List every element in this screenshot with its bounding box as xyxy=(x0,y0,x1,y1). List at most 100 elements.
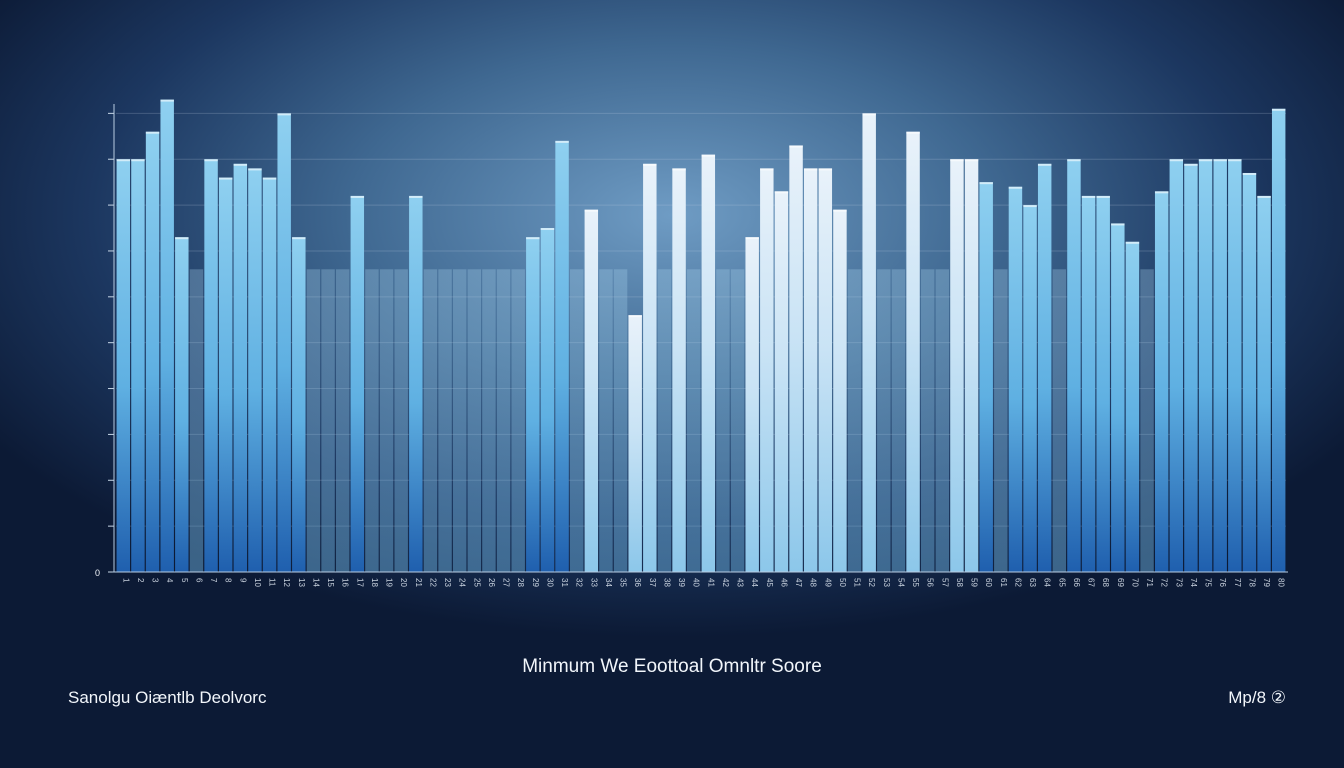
x-tick-label: 61 xyxy=(999,578,1008,587)
bar xyxy=(262,177,277,573)
grid-lines xyxy=(116,112,1286,573)
x-tick-label: 17 xyxy=(355,578,364,587)
bar xyxy=(628,315,642,572)
bar-empty xyxy=(189,269,204,572)
x-tick-label: 35 xyxy=(619,578,628,587)
bar-highlight xyxy=(204,159,218,162)
bar-highlight xyxy=(1081,195,1096,198)
bar xyxy=(818,168,833,573)
bar-highlight xyxy=(350,195,365,198)
y-tick-label: 0 xyxy=(95,568,100,578)
bar-highlight xyxy=(672,168,686,171)
x-tick-label: 48 xyxy=(809,578,818,587)
bar xyxy=(862,113,876,573)
bar-highlight xyxy=(1184,163,1198,166)
x-tick-label: 5 xyxy=(180,578,189,583)
bar xyxy=(803,168,818,573)
bar-empty xyxy=(496,269,511,572)
x-tick-label: 76 xyxy=(1218,578,1227,587)
bar-empty xyxy=(365,269,379,572)
bar xyxy=(1154,191,1169,572)
x-tick-label: 69 xyxy=(1116,578,1125,587)
bar-highlight xyxy=(116,159,131,162)
bar-highlight xyxy=(628,315,642,318)
bar xyxy=(745,237,759,572)
bar xyxy=(160,99,174,572)
footer-right-text: Mp/8 ② xyxy=(1228,688,1286,707)
bar-highlight xyxy=(555,140,569,143)
bar xyxy=(833,209,847,573)
x-tick-label: 1 xyxy=(121,578,130,583)
x-tick-label: 26 xyxy=(487,578,496,587)
x-tick-label: 73 xyxy=(1174,578,1183,587)
x-tick-label: 50 xyxy=(838,578,847,587)
x-tick-label: 39 xyxy=(677,578,686,587)
bar-highlight xyxy=(1125,241,1140,244)
bar xyxy=(906,131,920,572)
bar xyxy=(979,182,993,572)
bar-empty xyxy=(1140,269,1154,572)
bar-empty xyxy=(482,269,496,572)
bar-highlight xyxy=(862,113,876,116)
x-tick-label: 74 xyxy=(1189,578,1198,587)
bar-highlight xyxy=(1228,159,1242,162)
bar-empty xyxy=(847,269,862,572)
x-tick-label: 37 xyxy=(648,578,657,587)
x-tick-label: 79 xyxy=(1262,578,1271,587)
x-tick-label: 53 xyxy=(882,578,891,587)
x-tick-label: 60 xyxy=(984,578,993,587)
bar-highlight xyxy=(833,209,847,212)
x-tick-label: 47 xyxy=(794,578,803,587)
x-tick-label: 78 xyxy=(1247,578,1256,587)
bar-highlight xyxy=(1169,159,1184,162)
bar-highlight xyxy=(1257,195,1271,198)
bar xyxy=(1081,195,1096,572)
bar-highlight xyxy=(233,163,248,166)
bar xyxy=(1023,205,1037,572)
x-tick-label: 56 xyxy=(926,578,935,587)
bar-empty xyxy=(716,269,730,572)
bar-empty xyxy=(877,269,891,572)
bar xyxy=(584,209,599,573)
x-tick-label: 19 xyxy=(385,578,394,587)
bar xyxy=(409,195,423,572)
bar-highlight xyxy=(906,131,920,134)
x-tick-label: 22 xyxy=(428,578,437,587)
bar xyxy=(789,145,803,573)
x-tick-label: 33 xyxy=(589,578,598,587)
bar-empty xyxy=(599,269,613,572)
x-tick-label: 40 xyxy=(692,578,701,587)
x-tick-label: 68 xyxy=(1101,578,1110,587)
x-tick-label: 62 xyxy=(1013,578,1022,587)
x-tick-label: 70 xyxy=(1130,578,1139,587)
bar-highlight xyxy=(1037,163,1052,166)
bar-highlight xyxy=(1154,191,1169,194)
bar xyxy=(1037,163,1052,572)
bar-highlight xyxy=(409,195,423,198)
bar-highlight xyxy=(774,191,789,194)
x-tick-label: 36 xyxy=(633,578,642,587)
bar xyxy=(701,154,716,572)
bar-highlight xyxy=(789,145,803,148)
x-tick-label: 44 xyxy=(750,578,759,587)
bar xyxy=(526,237,540,572)
bar-empty xyxy=(657,269,672,572)
bar-empty xyxy=(379,269,394,572)
bar xyxy=(145,131,160,572)
x-tick-label: 43 xyxy=(736,578,745,587)
x-tick-label: 13 xyxy=(297,578,306,587)
bar-highlight xyxy=(1271,108,1286,111)
x-tick-label: 15 xyxy=(326,578,335,587)
x-tick-label: 77 xyxy=(1233,578,1242,587)
bar xyxy=(760,168,774,573)
x-tick-label: 58 xyxy=(955,578,964,587)
bar-highlight xyxy=(701,154,716,157)
x-tick-label: 20 xyxy=(399,578,408,587)
x-tick-label: 66 xyxy=(1072,578,1081,587)
bar-highlight xyxy=(745,237,759,240)
x-tick-label: 10 xyxy=(253,578,262,587)
x-tick-label: 28 xyxy=(516,578,525,587)
y-ticks: 0 xyxy=(95,112,114,578)
bar-highlight xyxy=(131,159,145,162)
